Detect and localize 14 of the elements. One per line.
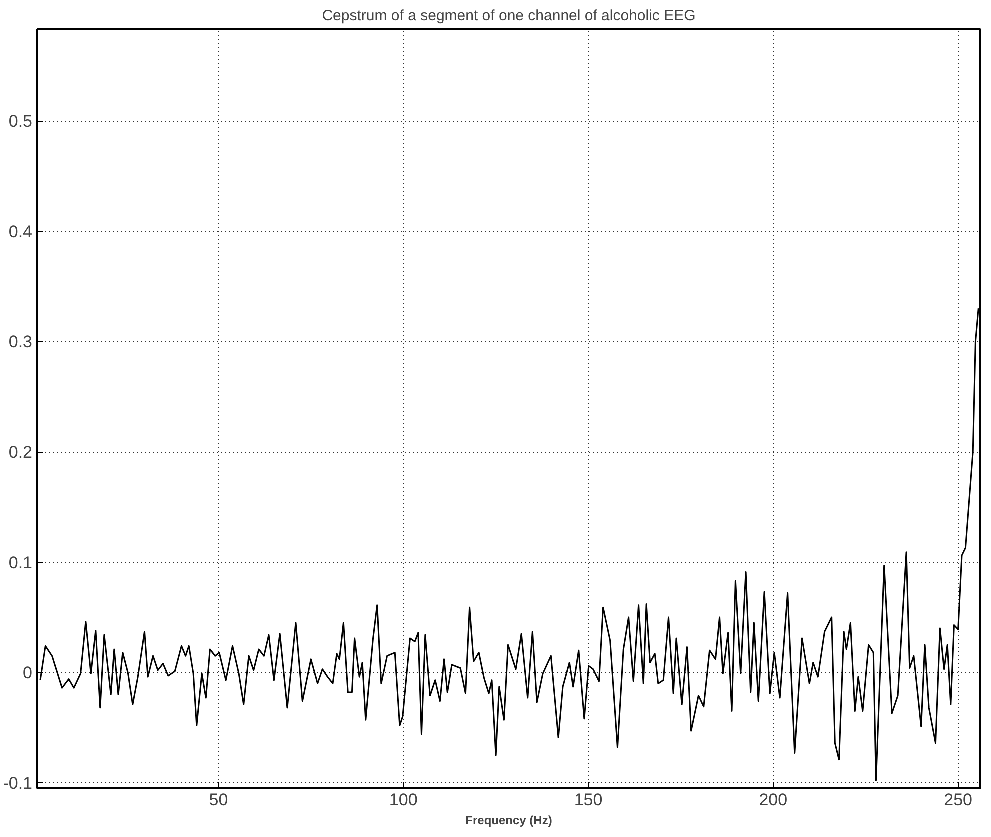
y-tick-label: 0.4 <box>8 222 33 242</box>
y-tick-label: 0.2 <box>8 443 33 462</box>
y-tick-label: 0.1 <box>8 553 33 572</box>
y-tick-label: 0 <box>23 664 33 683</box>
y-tick-label: 0.3 <box>8 332 33 352</box>
x-tick-label: 250 <box>944 790 973 810</box>
y-tick-label: -0.1 <box>3 774 33 793</box>
x-tick-label: 150 <box>574 790 603 810</box>
chart-title: Cepstrum of a segment of one channel of alcoholic EEG <box>322 8 696 24</box>
x-tick-label: 50 <box>209 790 228 810</box>
x-axis-title: Frequency (Hz) <box>466 814 552 828</box>
x-tick-label: 200 <box>759 790 788 810</box>
y-tick-label: 0.5 <box>8 112 33 132</box>
x-tick-label: 100 <box>389 790 418 810</box>
